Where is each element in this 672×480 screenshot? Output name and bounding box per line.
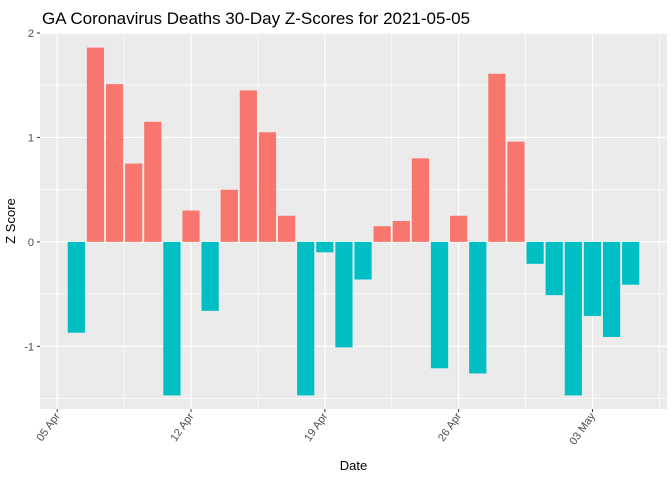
y-tick-label: 2 — [28, 28, 34, 40]
x-tick-label: 12 Apr — [168, 411, 196, 444]
bar-2021-04-23 — [392, 221, 410, 242]
bar-2021-04-24 — [411, 158, 430, 242]
bar-2021-04-14 — [220, 189, 238, 242]
bar-2021-04-11 — [163, 241, 181, 396]
bar-2021-04-29 — [507, 141, 525, 242]
bar-2021-04-10 — [144, 121, 162, 242]
bar-2021-04-27 — [469, 241, 487, 374]
bar-2021-05-04 — [602, 241, 621, 337]
bar-2021-04-17 — [277, 215, 296, 242]
y-tick-label: 1 — [28, 132, 34, 144]
bar-2021-04-20 — [335, 241, 353, 348]
bar-2021-04-28 — [488, 73, 506, 242]
bar-2021-05-05 — [622, 241, 640, 285]
bar-2021-04-16 — [258, 132, 277, 242]
x-tick-label: 19 Apr — [302, 411, 330, 444]
bar-2021-04-19 — [316, 241, 334, 253]
bar-2021-04-09 — [125, 163, 143, 242]
chart-title: GA Coronavirus Deaths 30-Day Z-Scores fo… — [42, 9, 470, 28]
bar-2021-04-06 — [67, 241, 85, 333]
y-axis-title: Z Score — [3, 198, 18, 244]
bars — [67, 47, 640, 396]
bar-2021-04-18 — [297, 241, 315, 396]
y-tick-label: -1 — [24, 341, 34, 353]
x-axis-title: Date — [340, 458, 367, 473]
bar-2021-04-15 — [239, 90, 257, 242]
bar-2021-04-07 — [86, 47, 105, 242]
bar-2021-04-22 — [373, 226, 391, 242]
bar-2021-04-25 — [430, 241, 449, 369]
bar-2021-04-21 — [354, 241, 372, 280]
bar-2021-05-01 — [545, 241, 563, 296]
x-tick-label: 05 Apr — [35, 411, 63, 444]
y-tick-label: 0 — [28, 237, 34, 249]
x-tick-label: 03 May — [567, 410, 598, 447]
bar-2021-05-02 — [564, 241, 582, 396]
bar-2021-04-26 — [450, 215, 468, 242]
bar-2021-04-30 — [526, 241, 544, 264]
bar-2021-05-03 — [583, 241, 602, 317]
bar-2021-04-08 — [105, 84, 124, 242]
bar-2021-04-12 — [182, 210, 200, 242]
bar-2021-04-13 — [201, 241, 219, 311]
x-tick-label: 26 Apr — [436, 411, 464, 444]
